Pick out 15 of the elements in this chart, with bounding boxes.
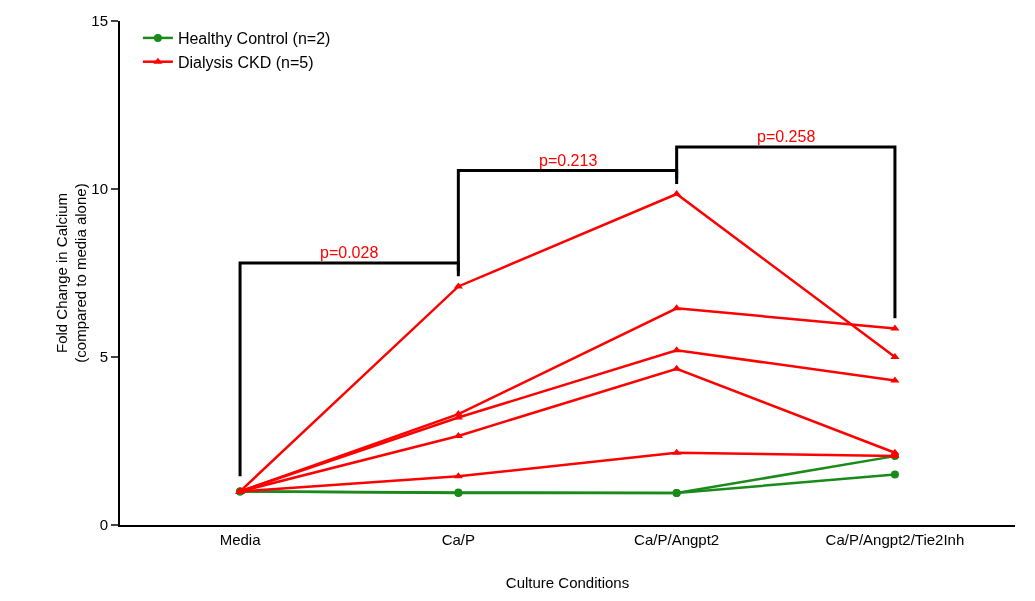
y-axis-title: Fold Change in Calcium (compared to media alone) bbox=[52, 183, 90, 363]
legend-label: Dialysis CKD (n=5) bbox=[177, 53, 314, 71]
x-axis-title: Culture Conditions bbox=[505, 573, 630, 591]
x-tick-label: Ca/P/Angpt2/Tie2Inh bbox=[825, 531, 965, 548]
x-tick-label: Media bbox=[219, 531, 262, 548]
y-tick-label: 10 bbox=[91, 180, 108, 198]
annotation: p=0.258 bbox=[757, 128, 816, 145]
legend-label: Healthy Control (n=2) bbox=[177, 30, 331, 48]
x-tick-label: Ca/P/Angpt2 bbox=[634, 531, 720, 548]
x-tick-label: Ca/P bbox=[441, 531, 476, 548]
annotation: p=0.028 bbox=[320, 244, 379, 261]
y-tick-label: 15 bbox=[91, 12, 108, 30]
y-tick-label: 0 bbox=[99, 516, 108, 534]
y-tick-label: 5 bbox=[99, 348, 108, 366]
annotation: p=0.213 bbox=[539, 152, 598, 169]
